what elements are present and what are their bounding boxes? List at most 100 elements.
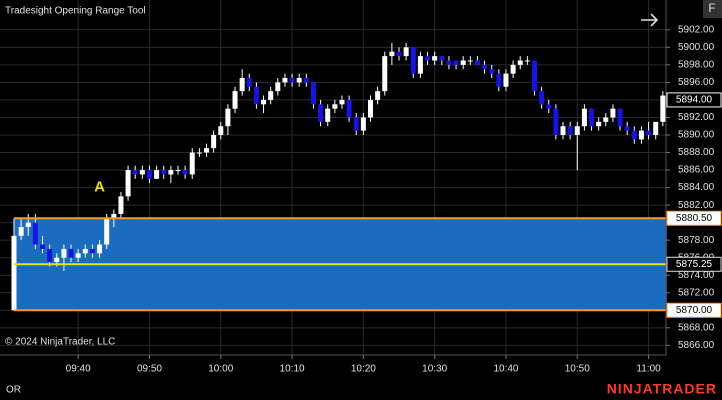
candle-body [253,86,259,105]
y-tick-label: 5902.00 [678,24,715,35]
candle-body [82,248,88,254]
x-tick-label: 09:50 [137,364,162,375]
status-label: OR [6,385,21,396]
candle-body [40,244,46,249]
candle-body [617,108,623,127]
candle-body [111,213,117,219]
candle-body [410,47,416,74]
x-tick-label: 10:50 [565,364,590,375]
y-tick-label: 5892.00 [678,112,715,123]
price-marker [666,210,722,226]
candle-body [232,91,238,109]
y-tick-label: 5866.00 [678,340,715,351]
candle-body [154,170,160,179]
price-marker [666,256,722,272]
candle-body [524,60,530,62]
candle-body [268,91,274,100]
candle-body [539,91,545,105]
brand: NINJATRADER [607,381,717,397]
candle-body [189,152,195,175]
candle-body [68,248,74,258]
x-tick-label: 10:30 [422,364,447,375]
candle-body [211,134,217,149]
candle-body [146,170,152,179]
candle-body [553,108,559,135]
candle-body [482,64,488,70]
candle-body [104,218,110,245]
candle-body [531,60,537,92]
candle-body [161,170,167,175]
candle-body [396,51,402,57]
candle-body [425,56,431,61]
candle-body [474,60,480,65]
candle-body [168,170,174,175]
f-button[interactable] [703,0,722,18]
candle-body [503,73,509,87]
candle-body [125,170,131,197]
candle-body [132,170,138,175]
candle-body [97,244,103,254]
candle-body [646,130,652,135]
candle-body [489,69,495,74]
candle-body [246,78,252,87]
candle-body [610,108,616,118]
y-tick-label: 5896.00 [678,77,715,88]
candle-body [289,78,295,83]
y-tick-label: 5878.00 [678,235,715,246]
candle-body [653,121,659,135]
candle-body [25,222,31,228]
axes: 5866.005868.005870.005872.005874.005876.… [66,24,722,375]
candle-body [282,78,288,83]
candle-body [581,108,587,127]
candle-body [375,91,381,100]
candle-body [631,130,637,140]
candle-body [439,56,445,61]
candle-body [389,51,395,57]
candle-body [467,60,473,62]
x-tick-label: 09:40 [66,364,91,375]
candle-body [275,82,281,92]
arrow-icon[interactable] [641,13,659,27]
y-tick-label: 5890.00 [678,130,715,141]
candle-body [11,235,17,311]
candle-body [261,99,267,105]
candle-body [368,99,373,118]
candle-body [18,227,24,236]
candle-body [432,56,438,61]
candle-body [382,56,388,92]
candle-body [61,248,67,258]
candle-body [225,108,231,127]
plot: A [11,42,667,312]
y-tick-label: 5874.00 [678,270,715,281]
price-marker-label: 5880.50 [676,213,713,224]
price-marker-label: 5870.00 [676,305,713,316]
y-tick-label: 5898.00 [678,60,715,71]
y-tick-label: 5882.00 [678,200,715,211]
candle-body [574,126,580,135]
f-button-label[interactable]: F [708,1,715,15]
candle-body [204,148,210,153]
candle-body [589,108,595,127]
candle-body [546,104,552,109]
candle-body [603,117,609,122]
candle-body [660,95,666,122]
candle-body [460,60,466,65]
annotation: A [94,179,105,196]
candle-body [54,257,60,263]
candle-body [496,73,502,87]
x-tick-label: 10:10 [280,364,305,375]
candle-body [353,117,359,131]
last-price-label: 5894.00 [676,95,713,106]
candle-body [303,78,309,83]
candle-body [517,60,523,65]
candle-body [182,170,188,175]
candle-body [417,56,423,74]
candle-body [175,170,181,172]
candle-body [75,253,81,258]
candle-body [32,222,38,245]
chart-title: Tradesight Opening Range Tool [5,6,146,17]
candle-body [403,47,409,57]
x-tick-label: 10:40 [493,364,518,375]
copyright: © 2024 NinjaTrader, LLC [5,337,115,348]
